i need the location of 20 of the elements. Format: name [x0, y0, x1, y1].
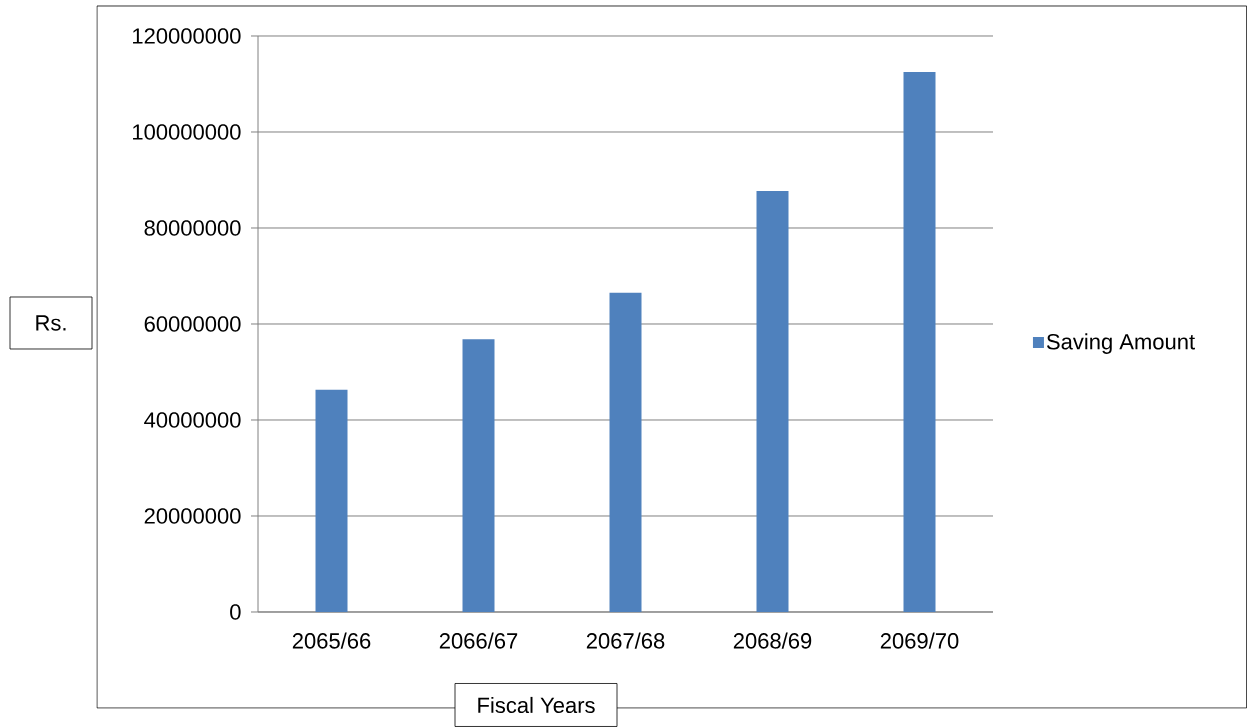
bar — [609, 292, 642, 612]
x-tick-label: 2069/70 — [880, 632, 959, 649]
legend-label: Saving Amount — [1046, 333, 1195, 354]
bar — [462, 339, 495, 612]
x-tick-label: 2065/66 — [292, 632, 371, 649]
y-tick-label: 60000000 — [144, 316, 241, 332]
x-tick-label: 2066/67 — [439, 632, 518, 649]
bar — [756, 191, 789, 612]
x-tick-label: 2068/69 — [733, 632, 812, 649]
x-axis-title: Fiscal Years — [478, 696, 595, 714]
y-axis-title: Rs. — [36, 315, 66, 331]
x-tick-label: 2067/68 — [586, 632, 665, 649]
bar — [315, 389, 348, 612]
y-tick-label: 120000000 — [133, 28, 241, 44]
y-tick-label: 100000000 — [133, 124, 241, 140]
y-tick-label: 40000000 — [144, 412, 241, 428]
y-tick-label: 0 — [230, 604, 241, 620]
y-tick-label: 20000000 — [144, 508, 241, 524]
bar — [903, 71, 936, 612]
y-tick-label: 80000000 — [144, 220, 241, 236]
